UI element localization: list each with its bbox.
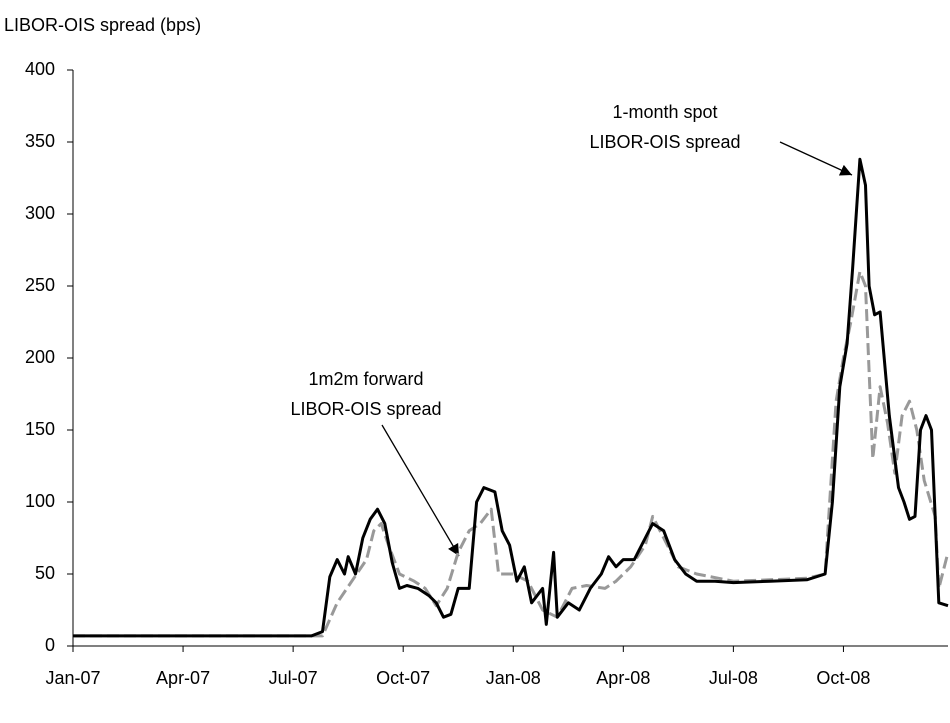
series-line xyxy=(73,270,950,638)
y-tick-label: 150 xyxy=(25,419,55,439)
x-tick-label: Jul-07 xyxy=(269,668,318,688)
y-tick-label: 200 xyxy=(25,347,55,367)
y-tick-label: 300 xyxy=(25,203,55,223)
x-tick-label: Apr-08 xyxy=(596,668,650,688)
y-tick-label: 400 xyxy=(25,59,55,79)
annotation: LIBOR-OIS spread xyxy=(589,132,740,152)
x-tick-label: Oct-08 xyxy=(816,668,870,688)
x-tick-label: Jan-07 xyxy=(45,668,100,688)
series-line xyxy=(73,157,949,638)
y-axis-label: LIBOR-OIS spread (bps) xyxy=(4,15,201,35)
y-tick-label: 250 xyxy=(25,275,55,295)
annotation: LIBOR-OIS spread xyxy=(290,399,441,419)
x-tick-label: Apr-07 xyxy=(156,668,210,688)
annotation-arrow xyxy=(779,141,853,176)
annotation: 1-month spot xyxy=(612,102,717,122)
x-tick-label: Oct-07 xyxy=(376,668,430,688)
y-tick-label: 100 xyxy=(25,491,55,511)
annotation-arrow xyxy=(381,424,460,557)
y-tick-label: 50 xyxy=(35,563,55,583)
annotation: 1m2m forward xyxy=(308,369,423,389)
x-tick-label: Jul-08 xyxy=(709,668,758,688)
x-tick-label: Jan-08 xyxy=(486,668,541,688)
y-tick-label: 350 xyxy=(25,131,55,151)
y-tick-label: 0 xyxy=(45,635,55,655)
